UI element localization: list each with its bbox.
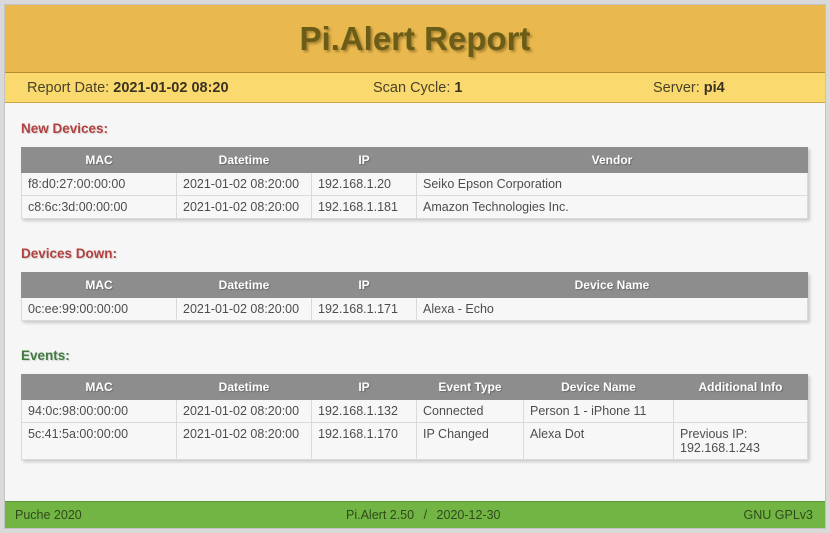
- column-header-ip: IP: [311, 147, 417, 173]
- footer-version-date: 2020-12-30: [436, 508, 501, 522]
- cell-device-name: Alexa - Echo: [416, 297, 808, 321]
- table-header-row: MAC Datetime IP Device Name: [21, 272, 808, 298]
- table-header-row: MAC Datetime IP Event Type Device Name A…: [21, 374, 808, 400]
- cell-ip: 192.168.1.20: [311, 172, 417, 196]
- server-value: pi4: [703, 79, 725, 96]
- column-header-ip: IP: [311, 272, 417, 298]
- footer-version: Pi.Alert 2.50: [346, 508, 415, 522]
- column-header-mac: MAC: [21, 374, 177, 400]
- cell-ip: 192.168.1.170: [311, 422, 417, 460]
- column-header-ip: IP: [311, 374, 417, 400]
- cell-additional-info: [673, 399, 808, 423]
- column-header-additional-info: Additional Info: [673, 374, 808, 400]
- section-new-devices: New Devices: MAC Datetime IP Vendor f8:d…: [21, 103, 809, 219]
- cell-datetime: 2021-01-02 08:20:00: [176, 399, 312, 423]
- footer-license: GNU GPLv3: [743, 508, 813, 522]
- table-row: f8:d0:27:00:00:00 2021-01-02 08:20:00 19…: [21, 172, 808, 196]
- cell-ip: 192.168.1.181: [311, 195, 417, 219]
- devices-down-table: MAC Datetime IP Device Name 0c:ee:99:00:…: [21, 272, 808, 321]
- cell-datetime: 2021-01-02 08:20:00: [176, 195, 312, 219]
- report-page: Pi.Alert Report Report Date: 2021-01-02 …: [4, 4, 826, 529]
- report-date: Report Date: 2021-01-02 08:20: [27, 80, 229, 96]
- cell-ip: 192.168.1.171: [311, 297, 417, 321]
- cell-event-type: Connected: [416, 399, 524, 423]
- cell-vendor: Seiko Epson Corporation: [416, 172, 808, 196]
- column-header-vendor: Vendor: [416, 147, 808, 173]
- cell-mac: c8:6c:3d:00:00:00: [21, 195, 177, 219]
- new-devices-table: MAC Datetime IP Vendor f8:d0:27:00:00:00…: [21, 147, 808, 219]
- cell-mac: 5c:41:5a:00:00:00: [21, 422, 177, 460]
- footer-version-info: Pi.Alert 2.50 / 2020-12-30: [346, 508, 501, 522]
- cell-datetime: 2021-01-02 08:20:00: [176, 297, 312, 321]
- report-date-label: Report Date:: [27, 79, 110, 96]
- column-header-datetime: Datetime: [176, 272, 312, 298]
- cell-ip: 192.168.1.132: [311, 399, 417, 423]
- report-meta-bar: Report Date: 2021-01-02 08:20 Scan Cycle…: [5, 73, 825, 103]
- scan-cycle-value: 1: [454, 79, 463, 96]
- scan-cycle-label: Scan Cycle:: [373, 79, 451, 96]
- table-row: c8:6c:3d:00:00:00 2021-01-02 08:20:00 19…: [21, 195, 808, 219]
- section-events: Events: MAC Datetime IP Event Type Devic…: [21, 321, 809, 460]
- server-label: Server:: [653, 79, 700, 96]
- events-table: MAC Datetime IP Event Type Device Name A…: [21, 374, 808, 460]
- column-header-mac: MAC: [21, 272, 177, 298]
- section-title-events: Events:: [21, 348, 70, 363]
- report-footer: Puche 2020 Pi.Alert 2.50 / 2020-12-30 GN…: [5, 501, 825, 528]
- column-header-datetime: Datetime: [176, 374, 312, 400]
- report-header-band: Pi.Alert Report: [5, 5, 825, 73]
- column-header-event-type: Event Type: [416, 374, 524, 400]
- report-date-value: 2021-01-02 08:20: [113, 79, 229, 96]
- cell-additional-info: Previous IP: 192.168.1.243: [673, 422, 808, 460]
- column-header-datetime: Datetime: [176, 147, 312, 173]
- footer-copyright: Puche 2020: [15, 508, 82, 522]
- scan-cycle: Scan Cycle: 1: [373, 80, 462, 96]
- cell-mac: 0c:ee:99:00:00:00: [21, 297, 177, 321]
- report-content: New Devices: MAC Datetime IP Vendor f8:d…: [5, 103, 825, 501]
- cell-vendor: Amazon Technologies Inc.: [416, 195, 808, 219]
- section-devices-down: Devices Down: MAC Datetime IP Device Nam…: [21, 219, 809, 321]
- cell-event-type: IP Changed: [416, 422, 524, 460]
- page-title: Pi.Alert Report: [299, 19, 531, 57]
- server: Server: pi4: [653, 80, 725, 96]
- column-header-mac: MAC: [21, 147, 177, 173]
- section-title-devices-down: Devices Down:: [21, 246, 118, 261]
- table-header-row: MAC Datetime IP Vendor: [21, 147, 808, 173]
- cell-datetime: 2021-01-02 08:20:00: [176, 172, 312, 196]
- table-row: 0c:ee:99:00:00:00 2021-01-02 08:20:00 19…: [21, 297, 808, 321]
- cell-device-name: Person 1 - iPhone 11: [523, 399, 674, 423]
- cell-mac: f8:d0:27:00:00:00: [21, 172, 177, 196]
- footer-separator: /: [423, 508, 428, 522]
- column-header-device-name: Device Name: [416, 272, 808, 298]
- table-row: 5c:41:5a:00:00:00 2021-01-02 08:20:00 19…: [21, 422, 808, 460]
- column-header-device-name: Device Name: [523, 374, 674, 400]
- cell-datetime: 2021-01-02 08:20:00: [176, 422, 312, 460]
- table-row: 94:0c:98:00:00:00 2021-01-02 08:20:00 19…: [21, 399, 808, 423]
- cell-device-name: Alexa Dot: [523, 422, 674, 460]
- cell-mac: 94:0c:98:00:00:00: [21, 399, 177, 423]
- section-title-new-devices: New Devices:: [21, 121, 109, 136]
